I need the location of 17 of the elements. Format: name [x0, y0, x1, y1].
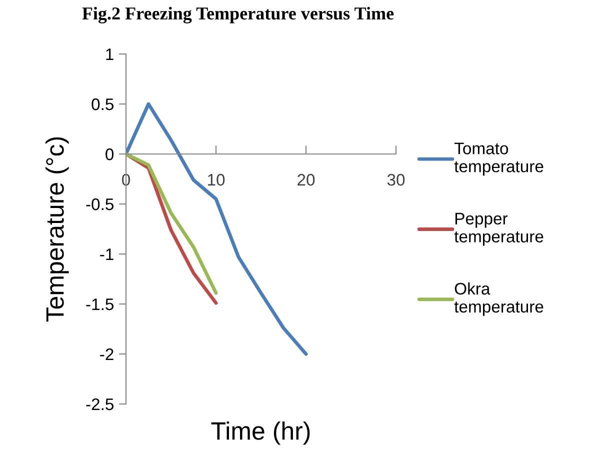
legend-label: Okra temperature [454, 282, 544, 316]
y-tick-label: 0 [106, 148, 114, 160]
y-tick-label: -2 [100, 348, 114, 360]
y-tick-label: 1 [106, 48, 114, 60]
y-tick-label: -2.5 [86, 398, 114, 410]
chart-title: Fig.2 Freezing Temperature versus Time [82, 6, 394, 24]
x-tick-label: 20 [298, 174, 315, 186]
x-axis-title: Time (hr) [211, 422, 310, 445]
y-tick-label: 0.5 [92, 98, 114, 110]
y-tick-label: -0.5 [86, 198, 114, 210]
y-tick-label: -1.5 [86, 298, 114, 310]
legend-label: Tomato temperature [454, 142, 544, 176]
y-tick-label: -1 [100, 248, 114, 260]
y-axis-title: Temperature (°c) [46, 137, 69, 322]
x-tick-label: 10 [208, 174, 225, 186]
legend-label: Pepper temperature [454, 212, 544, 246]
x-tick-label: 30 [387, 174, 405, 186]
